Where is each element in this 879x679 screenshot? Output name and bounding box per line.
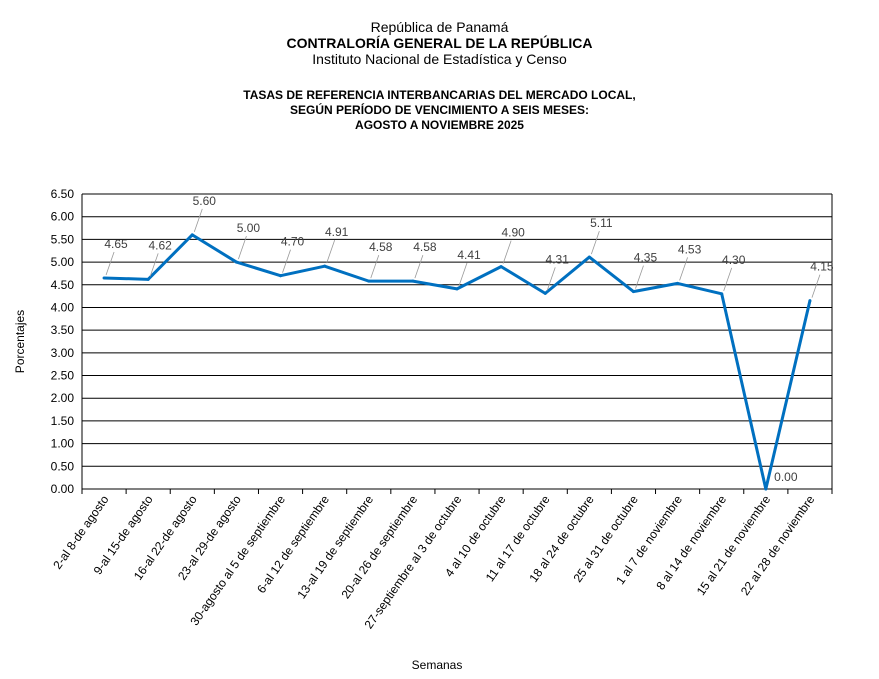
data-point	[279, 274, 283, 278]
data-point	[499, 265, 503, 269]
data-label-leader	[723, 267, 733, 291]
data-label: 4.65	[104, 237, 128, 251]
y-axis-title: Porcentajes	[13, 310, 27, 373]
data-line	[104, 233, 812, 491]
data-label: 4.90	[501, 226, 525, 240]
data-label: 4.58	[413, 240, 437, 254]
data-label-leader	[590, 230, 600, 255]
y-tick-label: 0.50	[51, 459, 75, 473]
data-point	[323, 264, 327, 268]
y-tick-label: 4.00	[51, 300, 75, 314]
chart-title-line-1: TASAS DE REFERENCIA INTERBANCARIAS DEL M…	[243, 88, 636, 102]
data-point	[146, 277, 150, 281]
data-point	[455, 287, 459, 291]
data-point	[367, 279, 371, 283]
data-label: 5.60	[193, 194, 217, 208]
data-label-leader	[282, 249, 291, 273]
data-label-leader	[105, 251, 115, 276]
data-label-leader	[414, 255, 424, 279]
data-label-leader	[679, 257, 688, 281]
data-point	[234, 260, 238, 264]
country-name: República de Panamá	[370, 19, 509, 35]
data-point	[764, 487, 768, 491]
y-tick-label: 0.00	[51, 482, 75, 496]
x-tick-label: 13-al 19 de septiembre	[294, 492, 376, 601]
data-label: 4.30	[722, 253, 746, 267]
data-point	[543, 291, 547, 295]
y-tick-label: 5.50	[51, 232, 75, 246]
y-tick-label: 5.00	[51, 255, 75, 269]
y-tick-label: 4.50	[51, 278, 75, 292]
data-label: 5.00	[237, 221, 261, 235]
data-label: 4.15	[810, 260, 834, 274]
data-point	[720, 292, 724, 296]
data-label-leader	[149, 253, 159, 277]
y-tick-label: 2.00	[51, 391, 75, 405]
data-label-leader	[370, 255, 380, 279]
data-label: 4.70	[281, 235, 305, 249]
data-label: 0.00	[774, 470, 798, 484]
data-label-leader	[238, 235, 247, 260]
institution-name: CONTRALORÍA GENERAL DE LA REPÚBLICA	[286, 35, 593, 51]
data-point	[631, 290, 635, 294]
data-point	[190, 233, 194, 237]
data-label: 4.35	[634, 251, 658, 265]
data-label-leader	[326, 240, 336, 264]
data-point	[676, 281, 680, 285]
y-tick-label: 3.50	[51, 323, 75, 337]
data-point	[102, 276, 106, 280]
data-label: 5.11	[590, 216, 613, 230]
data-label-leader	[502, 240, 512, 264]
chart-title-line-2: SEGÚN PERÍODO DE VENCIMIENTO A SEIS MESE…	[290, 103, 589, 117]
data-point	[587, 255, 591, 259]
x-axis-title: Semanas	[412, 658, 463, 672]
data-label: 4.62	[148, 238, 172, 252]
data-label: 4.58	[369, 240, 393, 254]
y-tick-label: 1.00	[51, 437, 75, 451]
data-label-leader	[458, 262, 468, 286]
data-point	[411, 279, 415, 283]
data-label: 4.53	[678, 242, 702, 256]
y-tick-label: 3.00	[51, 346, 75, 360]
y-tick-label: 6.00	[51, 210, 75, 224]
data-label: 4.41	[457, 248, 481, 262]
data-label: 4.91	[325, 225, 349, 239]
y-tick-label: 1.50	[51, 414, 75, 428]
y-tick-label: 6.50	[51, 187, 75, 201]
chart-title-line-3: AGOSTO A NOVIEMBRE 2025	[355, 118, 524, 132]
data-label-leader	[635, 265, 644, 289]
x-tick-label: 20-al 26 de septiembre	[338, 492, 420, 601]
y-tick-label: 2.50	[51, 369, 75, 383]
data-label: 4.31	[546, 252, 570, 266]
data-label-leader	[546, 267, 556, 291]
data-label-leader	[193, 208, 203, 232]
institute-name: Instituto Nacional de Estadística y Cens…	[312, 51, 567, 67]
data-label-leader	[811, 274, 821, 298]
data-point	[808, 299, 812, 303]
